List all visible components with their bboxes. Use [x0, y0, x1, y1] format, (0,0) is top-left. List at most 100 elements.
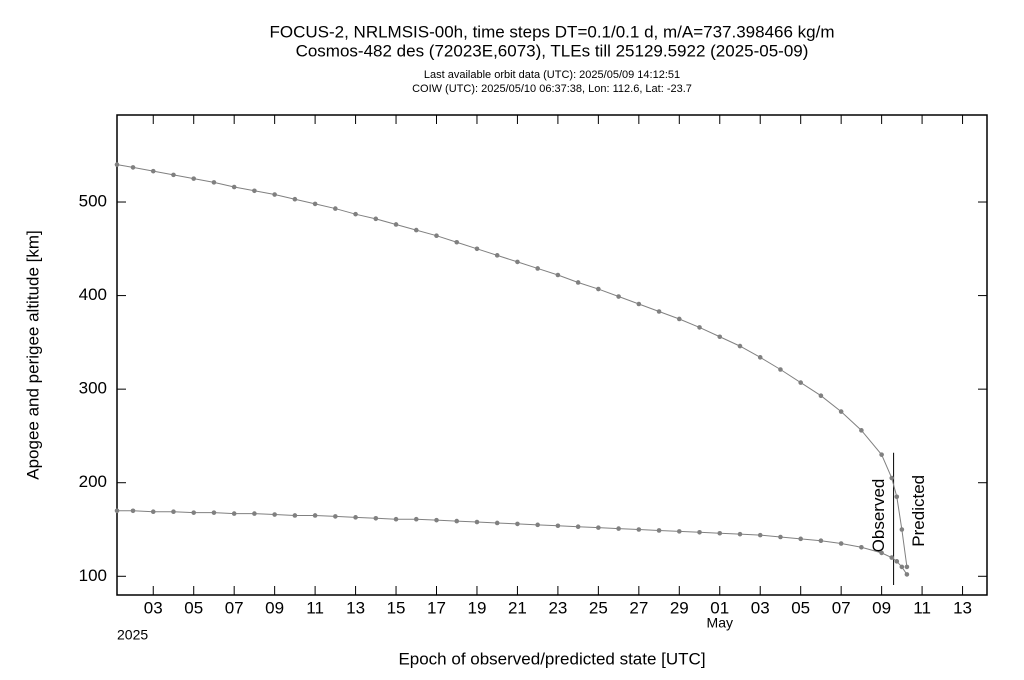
data-point: [636, 527, 642, 532]
data-point: [413, 227, 419, 233]
data-point: [114, 508, 120, 514]
data-point: [575, 280, 581, 285]
data-point: [353, 211, 358, 217]
data-point: [474, 519, 480, 525]
data-point: [494, 253, 500, 258]
data-point: [899, 564, 905, 570]
x-tick-label: 09: [265, 598, 284, 617]
x-tick-label: 25: [589, 598, 608, 617]
data-point: [818, 538, 824, 544]
data-point: [616, 526, 621, 531]
data-point: [838, 409, 844, 414]
data-point: [859, 544, 864, 550]
x-tick-label: 11: [306, 598, 324, 617]
data-point: [272, 512, 277, 517]
plot-frame: [116, 114, 988, 596]
data-point: [393, 222, 399, 227]
data-point: [171, 509, 176, 515]
data-point: [894, 559, 900, 564]
data-point: [292, 196, 298, 202]
data-point: [191, 176, 197, 181]
x-tick-label: 17: [427, 598, 446, 617]
series-line: [117, 510, 908, 575]
data-point: [231, 511, 237, 516]
data-point: [697, 530, 702, 535]
data-point: [798, 536, 803, 542]
data-point: [798, 380, 803, 385]
data-point: [818, 393, 824, 399]
data-point: [130, 165, 136, 170]
x-tick-label: 03: [144, 598, 163, 617]
data-point: [413, 516, 419, 522]
data-point: [899, 527, 905, 532]
data-point: [575, 524, 581, 529]
x-tick-label: 29: [670, 598, 689, 617]
y-tick-label: 500: [79, 192, 107, 211]
x-tick-label: 07: [832, 598, 851, 617]
data-point: [434, 233, 439, 239]
month-label: May: [707, 615, 733, 631]
data-point: [894, 494, 900, 500]
data-point: [676, 316, 682, 322]
note: COIW (UTC): 2025/05/10 06:37:38, Lon: 11…: [412, 83, 692, 95]
data-point: [494, 520, 500, 526]
data-point: [778, 367, 783, 372]
data-point: [373, 515, 379, 521]
data-point: [717, 530, 723, 536]
y-tick-label: 200: [79, 472, 107, 491]
data-point: [859, 428, 864, 433]
data-point: [717, 334, 723, 340]
x-tick-label: 27: [629, 598, 648, 617]
x-tick-label: 01: [710, 598, 729, 617]
data-point: [596, 525, 601, 530]
data-point: [879, 452, 884, 457]
data-point: [211, 510, 217, 515]
x-axis-label: Epoch of observed/predicted state [UTC]: [398, 649, 705, 668]
x-tick-label: 15: [387, 598, 406, 617]
data-point: [353, 515, 358, 520]
data-point: [838, 541, 844, 546]
data-point: [555, 523, 561, 529]
x-tick-label: 19: [468, 598, 487, 617]
data-point: [312, 513, 318, 518]
data-point: [535, 266, 540, 271]
note: Last available orbit data (UTC): 2025/05…: [424, 69, 680, 81]
data-point: [616, 294, 621, 299]
data-point: [252, 511, 257, 516]
y-tick-label: 100: [79, 566, 107, 585]
data-point: [312, 201, 318, 207]
data-point: [904, 564, 910, 570]
data-point: [130, 508, 136, 514]
data-point: [636, 301, 642, 307]
data-point: [474, 246, 480, 252]
data-point: [889, 475, 895, 481]
data-point: [879, 550, 884, 556]
data-point: [904, 572, 910, 577]
data-point: [778, 534, 783, 540]
y-tick-label: 300: [79, 379, 107, 398]
data-point: [454, 239, 460, 245]
data-point: [333, 206, 338, 211]
y-axis-label: Apogee and perigee altitude [km]: [23, 230, 42, 480]
data-point: [333, 514, 338, 519]
data-point: [737, 343, 743, 349]
x-tick-label: 03: [751, 598, 770, 617]
data-point: [555, 272, 561, 278]
data-point: [656, 528, 662, 533]
divider-label: Observed: [869, 479, 888, 553]
chart-title: FOCUS-2, NRLMSIS-00h, time steps DT=0.1/…: [269, 22, 834, 41]
x-tick-label: 23: [548, 598, 567, 617]
data-point: [454, 518, 460, 524]
data-point: [757, 355, 763, 360]
data-point: [171, 172, 176, 178]
data-point: [889, 555, 895, 560]
data-point: [434, 517, 439, 523]
data-point: [596, 286, 601, 292]
x-tick-label: 13: [953, 598, 972, 617]
data-point: [737, 531, 743, 537]
x-tick-label: 13: [346, 598, 365, 617]
series-line: [116, 164, 908, 567]
data-point: [656, 309, 662, 314]
year-label: 2025: [117, 627, 148, 643]
